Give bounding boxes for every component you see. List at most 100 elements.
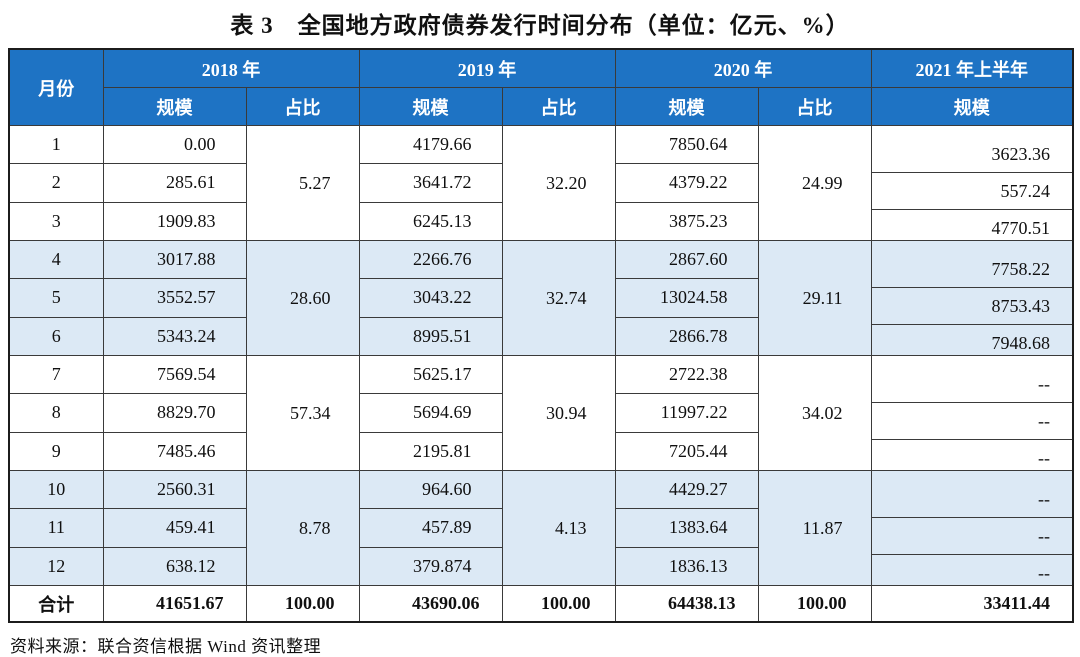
table-title: 表 3 全国地方政府债券发行时间分布（单位：亿元、%） (230, 13, 850, 38)
scale-2020-cell: 1836.13 (614, 546, 759, 587)
scale-2019-cell: 457.89 (358, 508, 503, 548)
month-cell: 3 (8, 201, 104, 242)
total-2020-scale-cell: 64438.13 (614, 585, 759, 623)
table-row: 12 638.12 379.874 1836.13 (8, 546, 1073, 587)
scale-2019-cell: 5625.17 (358, 354, 503, 395)
scale-2018-cell: 3552.57 (102, 278, 247, 318)
subheader-2020-scale: 规模 (614, 87, 759, 126)
scale-2018-cell: 1909.83 (102, 201, 247, 242)
table-row: 2 285.61 3641.72 4379.22 (8, 163, 1073, 203)
share-2020-q3-cell: 34.02 (757, 355, 872, 471)
scale-2020-cell: 1383.64 (614, 508, 759, 548)
table-row: 3 1909.83 6245.13 3875.23 (8, 201, 1073, 242)
scale-2018-cell: 0.00 (102, 124, 247, 165)
col-header-2019: 2019 年 (358, 48, 616, 88)
total-2019-share-cell: 100.00 (501, 585, 616, 623)
scale-2019-cell: 5694.69 (358, 393, 503, 433)
subheader-2019-scale: 规模 (358, 87, 503, 126)
scale-2018-cell: 459.41 (102, 508, 247, 548)
scale-2020-cell: 2867.60 (614, 239, 759, 280)
scale-2021-cell: 7758.22 (872, 251, 1072, 288)
bond-issuance-table: 月份 2018 年 2019 年 2020 年 2021 年上半年 规模 占比 … (8, 48, 1074, 623)
subheader-2021-scale: 规模 (870, 87, 1074, 126)
share-2018-q3-cell: 57.34 (245, 355, 360, 471)
scale-2021-q3-cell: -- -- -- (870, 355, 1074, 471)
scale-2020-cell: 3875.23 (614, 201, 759, 242)
scale-2021-stack: 3623.36 557.24 4770.51 (872, 127, 1072, 240)
scale-2021-cell: -- (1038, 448, 1050, 468)
scale-2019-cell: 3043.22 (358, 278, 503, 318)
table-row: 4 3017.88 28.60 2266.76 32.74 2867.60 29… (8, 239, 1074, 356)
scale-2021-q4-cell: -- -- -- (870, 470, 1074, 586)
scale-2018-cell: 5343.24 (102, 316, 247, 357)
share-2019-q3-cell: 30.94 (501, 355, 616, 471)
table-row: 6 5343.24 8995.51 2866.78 (8, 316, 1073, 357)
month-cell: 10 (8, 469, 104, 510)
scale-2021-cell: 8753.43 (872, 288, 1072, 325)
scale-2021-cell: -- (872, 481, 1072, 518)
scale-2020-cell: 7205.44 (614, 431, 759, 472)
scale-2019-cell: 964.60 (358, 469, 503, 510)
scale-2018-cell: 2560.31 (102, 469, 247, 510)
scale-2018-cell: 3017.88 (102, 239, 247, 280)
scale-2021-cell: 3623.36 (872, 136, 1072, 173)
scale-2020-cell: 4379.22 (614, 163, 759, 203)
scale-2018-cell: 7569.54 (102, 354, 247, 395)
share-2019-q1-cell: 32.20 (501, 125, 616, 241)
month-cell: 4 (8, 239, 104, 280)
scale-2019-cell: 8995.51 (358, 316, 503, 357)
header-row-years: 月份 2018 年 2019 年 2020 年 2021 年上半年 (8, 48, 1074, 126)
scale-2019-cell: 2266.76 (358, 239, 503, 280)
total-2019-scale-cell: 43690.06 (358, 585, 503, 623)
total-2020-share-cell: 100.00 (757, 585, 872, 623)
subheader-2018-scale: 规模 (102, 87, 247, 126)
subheader-2018-share: 占比 (245, 87, 360, 126)
scale-2020-cell: 2722.38 (614, 354, 759, 395)
scale-2021-cell: 557.24 (872, 173, 1072, 210)
total-2018-share-cell: 100.00 (245, 585, 360, 623)
source-note: 资料来源：联合资信根据 Wind 资讯整理 (10, 637, 322, 656)
scale-2020-cell: 13024.58 (614, 278, 759, 318)
month-cell: 6 (8, 316, 104, 357)
share-2020-q4-cell: 11.87 (757, 470, 872, 586)
table-row: 7 7569.54 57.34 5625.17 30.94 2722.38 34… (8, 354, 1074, 471)
table-row: 10 2560.31 8.78 964.60 4.13 4429.27 11.8… (8, 469, 1074, 586)
scale-2019-cell: 6245.13 (358, 201, 503, 242)
month-cell: 2 (8, 163, 104, 203)
total-label-cell: 合计 (8, 585, 104, 623)
scale-2020-cell: 2866.78 (614, 316, 759, 357)
scale-2018-cell: 285.61 (102, 163, 247, 203)
total-2018-scale-cell: 41651.67 (102, 585, 247, 623)
header-row-measures: 规模 占比 规模 占比 规模 占比 规模 (9, 87, 1074, 126)
scale-2020-cell: 7850.64 (614, 124, 759, 165)
table-row: 8 8829.70 5694.69 11997.22 (8, 393, 1073, 433)
scale-2019-cell: 379.874 (358, 546, 503, 587)
table-row: 9 7485.46 2195.81 7205.44 (8, 431, 1073, 472)
month-cell: 7 (8, 354, 104, 395)
scale-2021-cell: -- (872, 366, 1072, 403)
scale-2021-cell: -- (872, 518, 1072, 555)
month-cell: 5 (8, 278, 104, 318)
col-header-2020: 2020 年 (614, 48, 872, 88)
col-header-month: 月份 (8, 48, 104, 126)
table-row: 5 3552.57 3043.22 13024.58 (8, 278, 1073, 318)
scale-2021-cell: -- (872, 403, 1072, 440)
scale-2018-cell: 638.12 (102, 546, 247, 587)
table-header: 月份 2018 年 2019 年 2020 年 2021 年上半年 规模 占比 … (8, 48, 1074, 126)
table-row: 1 0.00 5.27 4179.66 32.20 7850.64 24.99 … (8, 124, 1074, 241)
subheader-2020-share: 占比 (757, 87, 872, 126)
month-cell: 8 (8, 393, 104, 433)
share-2018-q1-cell: 5.27 (245, 125, 360, 241)
month-cell: 9 (8, 431, 104, 472)
share-2018-q2-cell: 28.60 (245, 240, 360, 356)
scale-2021-cell: 4770.51 (991, 218, 1051, 238)
share-2019-q2-cell: 32.74 (501, 240, 616, 356)
month-cell: 11 (8, 508, 104, 548)
scale-2021-cell: 7948.68 (991, 333, 1051, 353)
scale-2021-cell: -- (1038, 563, 1050, 583)
scale-2019-cell: 4179.66 (358, 124, 503, 165)
scale-2019-cell: 3641.72 (358, 163, 503, 203)
scale-2018-cell: 8829.70 (102, 393, 247, 433)
scale-2020-cell: 4429.27 (614, 469, 759, 510)
